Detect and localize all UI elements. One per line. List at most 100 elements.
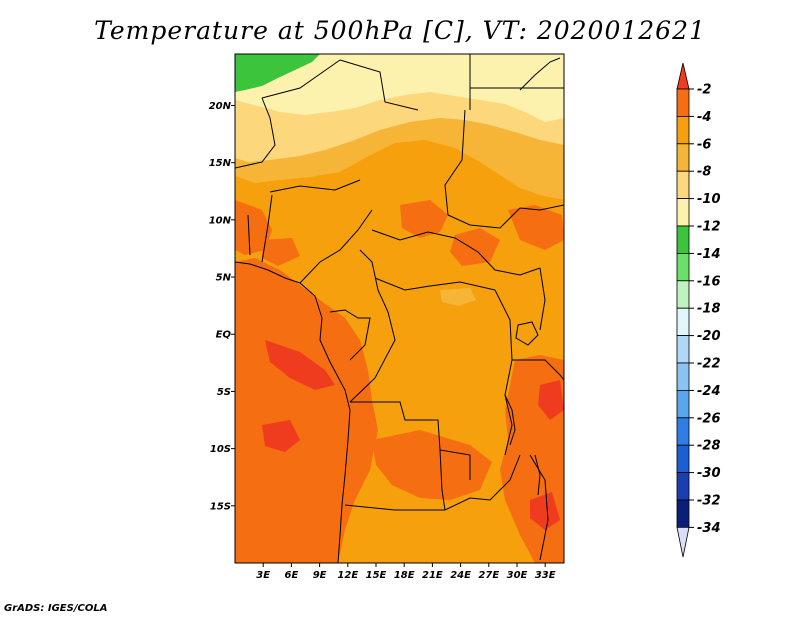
band-minus12-minus10: [235, 54, 564, 122]
lon-axis: 3E 6E 9E 12E 15E 18E 21E 24E 27E 30E 33E: [256, 563, 556, 581]
colorbar-label: -34: [697, 521, 721, 536]
border-south-sudan-uganda: [477, 251, 541, 276]
colorbar-box: [676, 170, 690, 199]
border-angola-namibia: [344, 504, 445, 511]
colorbar-label: -14: [697, 247, 721, 262]
lon-tick-label: 24E: [450, 570, 471, 581]
grads-credit: GrADS: IGES/COLA: [4, 603, 108, 614]
lat-tick-label: 5S: [217, 387, 231, 398]
lon-tick-label: 6E: [285, 570, 299, 581]
colorbar: -2 -4 -6 -8 -10 -12 -14 -16 -18 -20 -22 -24 -26 -28 -3…: [676, 62, 721, 558]
coastline-west-africa: [235, 261, 351, 563]
colorbar-label: -8: [697, 165, 711, 180]
border-uganda-kenya: [539, 267, 546, 331]
band-minus4-minus2-ne: [508, 205, 564, 250]
colorbar-label: -4: [697, 110, 711, 125]
border-zambia-south: [444, 454, 521, 511]
lon-tick-label: 30E: [507, 570, 528, 581]
colorbar-label: -26: [697, 411, 721, 426]
band-above-minus2-west: [265, 340, 335, 390]
border-chad-sudan: [444, 109, 466, 216]
lon-tick-label: 21E: [422, 570, 443, 581]
colorbar-triangle-bottom: [676, 527, 690, 558]
lat-tick-label: EQ: [216, 330, 232, 341]
colorbar-label: -16: [697, 274, 721, 289]
colorbar-box: [676, 252, 690, 282]
colorbar-label: -22: [697, 357, 721, 372]
colorbar-label: -20: [697, 329, 721, 344]
border-nigeria-cameroon: [299, 209, 373, 284]
band-above-minus2-south: [262, 420, 300, 452]
colorbar-label: -24: [697, 384, 721, 399]
border-angola-zambia: [439, 449, 446, 511]
lon-tick-label: 18E: [394, 570, 415, 581]
lat-tick-label: 20N: [209, 101, 232, 112]
band-minus14-minus12: [235, 54, 320, 92]
colorbar-box: [676, 307, 690, 337]
lat-tick-label: 5N: [216, 273, 232, 284]
temperature-field: [235, 54, 564, 563]
colorbar-box: [676, 362, 690, 391]
lon-tick-label: 12E: [337, 570, 358, 581]
colorbar-box: [676, 335, 690, 364]
colorbar-label: -28: [697, 439, 721, 454]
lat-tick-label: 10N: [209, 215, 232, 226]
lat-axis: 20N 15N 10N 5N EQ 5S 10S 15S: [209, 101, 235, 512]
colorbar-label: -2: [697, 83, 711, 98]
colorbar-label: -6: [697, 137, 711, 152]
border-niger-nigeria: [269, 179, 361, 193]
border-cameroon-car: [359, 249, 389, 313]
colorbar-box: [676, 472, 690, 501]
border-sudan-south-sudan: [447, 204, 564, 229]
lon-tick-label: 9E: [313, 570, 327, 581]
border-mali-niger: [235, 97, 276, 169]
colorbar-label: -12: [697, 220, 721, 235]
lon-tick-label: 3E: [256, 570, 270, 581]
borders: [235, 54, 564, 563]
colorbar-box: [676, 143, 690, 172]
colorbar-box: [676, 116, 690, 145]
border-drc-east: [494, 289, 513, 456]
border-mozambique: [529, 454, 549, 561]
lon-tick-label: 27E: [478, 570, 499, 581]
border-drc-angola: [350, 401, 471, 480]
colorbar-label: -30: [697, 466, 721, 481]
colorbar-box: [676, 389, 690, 419]
border-libya-niger-chad: [339, 59, 419, 111]
border-gabon-congo: [329, 309, 371, 361]
border-tanzania: [512, 359, 564, 381]
colorbar-box: [676, 88, 690, 117]
border-ghana-togo: [247, 214, 251, 256]
border-nigeria-benin: [261, 194, 273, 263]
colorbar-box: [676, 198, 690, 227]
lake-malawi: [534, 454, 541, 496]
lon-tick-label: 15E: [366, 570, 387, 581]
colorbar-box: [676, 499, 690, 528]
band-minus8-minus6-south: [440, 288, 476, 306]
chart-title: Temperature at 500hPa [C], VT: 202001262…: [94, 16, 706, 45]
colorbar-box: [676, 225, 690, 254]
band-minus4-minus2-north-patches: [262, 200, 500, 266]
lat-tick-label: 15N: [209, 158, 232, 169]
band-minus4-minus2-southcentral: [372, 430, 492, 500]
colorbar-box: [676, 417, 690, 446]
border-algeria-niger: [261, 59, 341, 99]
lat-tick-label: 15S: [210, 501, 231, 512]
colorbar-label: -32: [697, 494, 721, 509]
lat-tick-label: 10S: [210, 444, 231, 455]
border-chad-car: [371, 229, 479, 253]
colorbar-box: [676, 280, 690, 309]
colorbar-triangle-top: [676, 62, 690, 90]
lake-tanganyika: [504, 394, 516, 446]
lon-tick-label: 33E: [535, 570, 556, 581]
lake-victoria: [515, 321, 539, 346]
colorbar-label: -10: [697, 192, 721, 207]
band-minus4-minus2-central: [318, 326, 360, 390]
border-congo-drc: [349, 311, 396, 403]
map-frame: [234, 53, 565, 564]
border-car-drc: [374, 277, 496, 291]
colorbar-box: [676, 444, 690, 474]
colorbar-label: -18: [697, 302, 721, 317]
red-sea-coast: [519, 57, 561, 91]
